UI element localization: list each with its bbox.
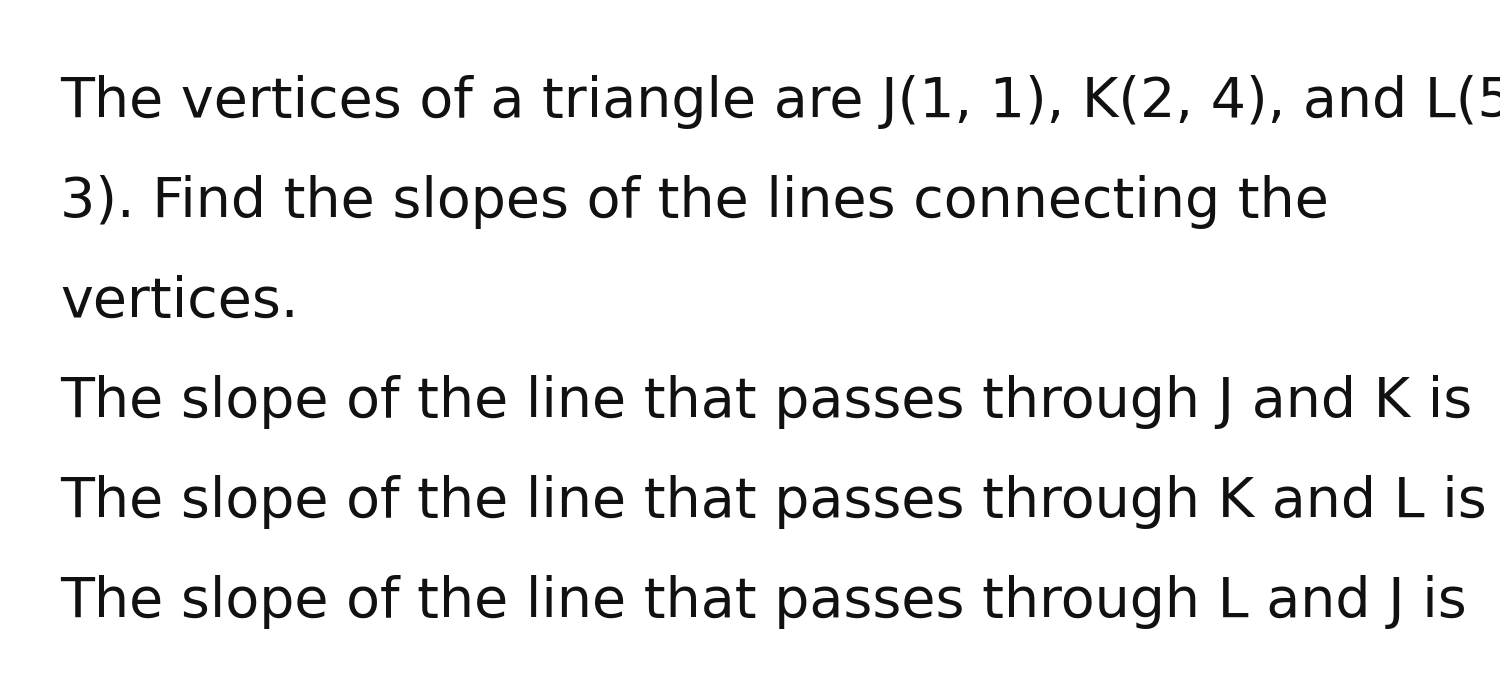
Text: The vertices of a triangle are J(1, 1), K(2, 4), and L(5,: The vertices of a triangle are J(1, 1), … bbox=[60, 75, 1500, 129]
Text: The slope of the line that passes through L and J is: The slope of the line that passes throug… bbox=[60, 575, 1467, 629]
Text: The slope of the line that passes through J and K is: The slope of the line that passes throug… bbox=[60, 375, 1472, 429]
Text: 3). Find the slopes of the lines connecting the: 3). Find the slopes of the lines connect… bbox=[60, 175, 1329, 229]
Text: The slope of the line that passes through K and L is: The slope of the line that passes throug… bbox=[60, 475, 1486, 529]
Text: vertices.: vertices. bbox=[60, 275, 298, 329]
